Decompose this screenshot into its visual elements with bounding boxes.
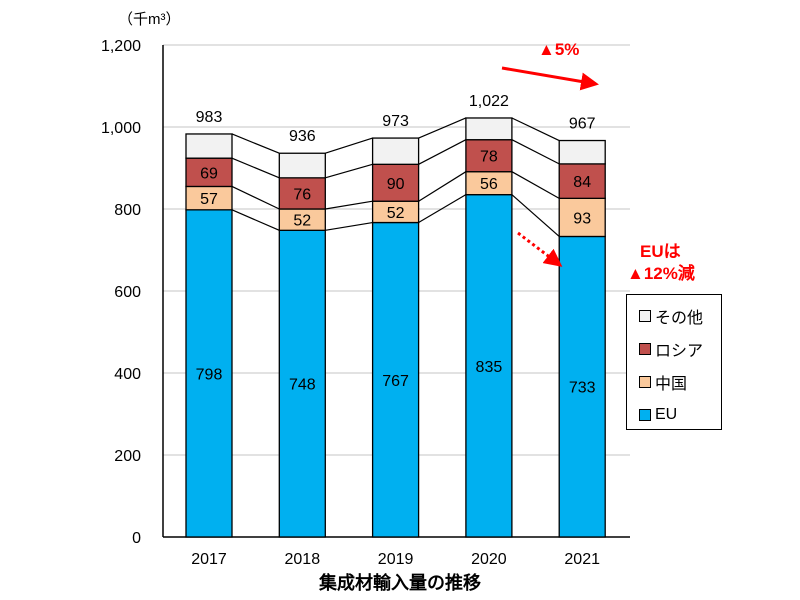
connector-line: [325, 163, 373, 179]
data-label: 748: [289, 377, 316, 394]
data-label: 52: [387, 205, 405, 222]
total-change-arrow: [501, 66, 599, 91]
connector-line: [325, 200, 373, 210]
data-label: 767: [382, 373, 409, 390]
legend-swatch: [639, 342, 651, 355]
bar-EU-2018: [278, 229, 326, 538]
data-label: 76: [293, 186, 311, 203]
legend-swatch: [639, 375, 651, 388]
bar-ロシア-2020: [465, 139, 513, 173]
legend-label: EU: [655, 405, 678, 423]
total-label: 983: [196, 109, 223, 126]
legend-item: ロシア: [639, 332, 721, 365]
connector-line: [325, 137, 373, 154]
bar-EU-2017: [185, 209, 233, 538]
connector-line: [511, 117, 560, 142]
bar-ロシア-2021: [558, 163, 606, 199]
bar-中国-2021: [558, 197, 606, 238]
total-label: 1,022: [469, 93, 509, 110]
connector-line: [418, 117, 467, 139]
x-tick-label: 2019: [378, 551, 414, 568]
connector-line: [325, 221, 373, 231]
data-label: 78: [480, 149, 498, 166]
connector-line: [231, 157, 280, 179]
data-label: 52: [293, 213, 311, 230]
bar-ロシア-2017: [185, 157, 233, 188]
y-tick-label: 800: [114, 202, 141, 219]
bar-ロシア-2018: [278, 177, 326, 210]
legend-label: ロシア: [655, 342, 704, 360]
data-label: 90: [387, 176, 405, 193]
total-label: 973: [382, 113, 409, 130]
connector-line: [231, 185, 280, 210]
legend-item: 中国: [639, 365, 721, 398]
data-label: 733: [569, 380, 596, 397]
bar-EU-2021: [558, 235, 606, 538]
total-label: 936: [289, 128, 316, 145]
legend-swatch: [639, 309, 651, 322]
bar-その他-2019: [371, 137, 420, 165]
bar-その他-2018: [278, 152, 326, 179]
x-tick-label: 2018: [285, 551, 321, 568]
y-tick-label: 0: [132, 530, 141, 547]
connector-line: [418, 171, 467, 202]
y-tick-label: 1,200: [101, 38, 141, 55]
eu-change-annotation-line1: EUは: [640, 242, 681, 261]
legend-swatch: [639, 408, 651, 421]
x-tick-label: 2021: [564, 551, 600, 568]
legend-label: その他: [655, 309, 704, 327]
data-label: 835: [476, 359, 503, 376]
y-tick-label: 1,000: [101, 120, 141, 137]
data-label: 93: [573, 210, 591, 227]
legend: その他ロシア中国 EU: [626, 294, 722, 430]
chart-title: 集成材輸入量の推移: [318, 572, 481, 593]
data-label: 84: [573, 174, 591, 191]
total-label: 967: [569, 116, 596, 133]
data-label: 798: [196, 366, 223, 383]
bar-ロシア-2019: [371, 163, 420, 202]
bar-その他-2020: [465, 117, 513, 141]
connector-line: [511, 194, 560, 237]
y-tick-label: 600: [114, 284, 141, 301]
connector-line: [418, 139, 467, 165]
eu-change-arrow: [517, 231, 563, 267]
x-tick-label: 2020: [471, 551, 507, 568]
connector-line: [231, 133, 280, 154]
bar-その他-2017: [185, 133, 233, 159]
connector-line: [511, 139, 560, 165]
data-label: 56: [480, 176, 498, 193]
y-tick-label: 400: [114, 366, 141, 383]
connector-line: [511, 171, 560, 199]
bar-その他-2021: [558, 139, 606, 165]
y-tick-label: 200: [114, 448, 141, 465]
connector-line: [418, 194, 467, 224]
connector-line: [231, 209, 280, 231]
legend-label: 中国: [655, 375, 688, 393]
data-label: 69: [200, 165, 218, 182]
legend-item: EU: [639, 398, 721, 431]
legend-item: その他: [639, 299, 721, 332]
data-label: 57: [200, 191, 218, 208]
total-change-annotation: ▲5%: [538, 40, 580, 59]
eu-change-annotation-line2: ▲12%減: [627, 264, 695, 283]
y-axis-label: （千m³）: [118, 11, 181, 28]
bar-EU-2020: [465, 193, 513, 538]
x-tick-label: 2017: [191, 551, 227, 568]
